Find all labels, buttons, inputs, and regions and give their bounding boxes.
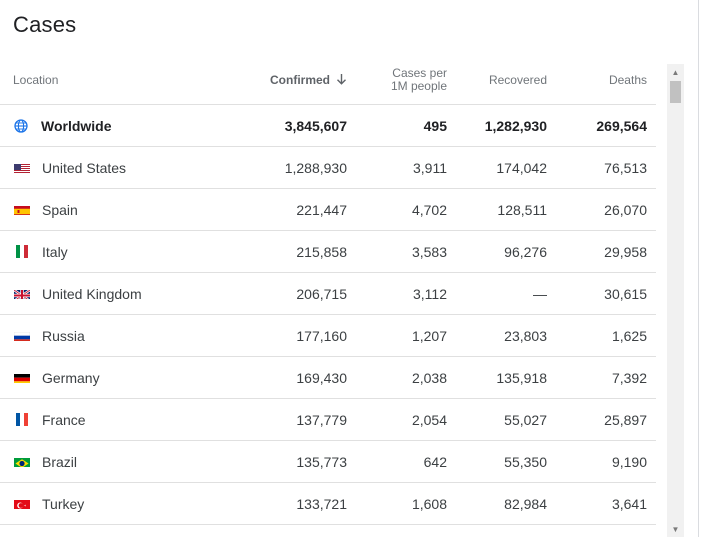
confirmed-value: 177,160 xyxy=(296,327,347,344)
flag-uk-icon xyxy=(14,288,30,299)
confirmed-value: 137,779 xyxy=(296,411,347,428)
location-name: Worldwide xyxy=(41,117,112,134)
cases-table: Location Confirmed Cases per 1M people R… xyxy=(0,56,656,525)
location-cell: Italy xyxy=(13,231,243,272)
location-cell: Worldwide xyxy=(13,105,243,146)
per-million-value: 3,583 xyxy=(411,243,447,260)
recovered-value: 55,350 xyxy=(504,453,547,470)
confirmed-value: 221,447 xyxy=(296,201,347,218)
per-million-value: 2,038 xyxy=(411,369,447,386)
table-row-germany[interactable]: Germany 169,430 2,038 135,918 7,392 xyxy=(0,357,656,399)
globe-icon xyxy=(14,118,28,133)
arrow-down-icon xyxy=(336,73,347,88)
location-name: France xyxy=(42,411,86,428)
table-row-turkey[interactable]: Turkey 133,721 1,608 82,984 3,641 xyxy=(0,483,656,525)
deaths-value: 30,615 xyxy=(604,285,647,302)
per-million-value: 3,112 xyxy=(413,285,447,302)
column-header-location[interactable]: Location xyxy=(13,73,59,87)
location-name: Brazil xyxy=(42,453,78,470)
deaths-value: 3,641 xyxy=(611,495,647,512)
location-name: Italy xyxy=(42,243,68,260)
column-header-confirmed[interactable]: Confirmed xyxy=(246,56,347,104)
column-header-cases-per-million-line1: Cases per xyxy=(392,66,447,80)
flag-italy-icon xyxy=(16,245,28,258)
confirmed-value: 133,721 xyxy=(296,495,347,512)
deaths-value: 25,897 xyxy=(604,411,647,428)
deaths-value: 76,513 xyxy=(604,159,647,176)
table-row-italy[interactable]: Italy 215,858 3,583 96,276 29,958 xyxy=(0,231,656,273)
table-row-united-states[interactable]: United States 1,288,930 3,911 174,042 76… xyxy=(0,147,656,189)
flag-us-icon xyxy=(14,162,30,173)
location-cell: Russia xyxy=(13,315,243,356)
per-million-value: 2,054 xyxy=(411,411,447,428)
flag-brazil-icon xyxy=(14,456,30,467)
deaths-value: 29,958 xyxy=(604,243,647,260)
location-name: Spain xyxy=(42,201,78,218)
location-cell: Germany xyxy=(13,357,243,398)
flag-spain-icon xyxy=(14,204,30,215)
deaths-value: 9,190 xyxy=(611,453,647,470)
confirmed-value: 215,858 xyxy=(296,243,347,260)
recovered-value: 82,984 xyxy=(504,495,547,512)
deaths-value: 1,625 xyxy=(611,327,647,344)
per-million-value: 3,911 xyxy=(413,159,447,176)
table-row-spain[interactable]: Spain 221,447 4,702 128,511 26,070 xyxy=(0,189,656,231)
scroll-up-arrow-icon[interactable]: ▲ xyxy=(671,67,680,77)
recovered-value: 96,276 xyxy=(504,243,547,260)
table-row-russia[interactable]: Russia 177,160 1,207 23,803 1,625 xyxy=(0,315,656,357)
column-header-recovered[interactable]: Recovered xyxy=(488,73,547,87)
flag-russia-icon xyxy=(14,330,30,341)
table-row-france[interactable]: France 137,779 2,054 55,027 25,897 xyxy=(0,399,656,441)
per-million-value: 1,608 xyxy=(411,495,447,512)
scrollbar[interactable]: ▲ ▼ xyxy=(667,64,684,537)
column-header-cases-per-million[interactable]: Cases per 1M people xyxy=(350,56,447,104)
column-header-deaths[interactable]: Deaths xyxy=(608,73,647,87)
recovered-value: 1,282,930 xyxy=(484,117,547,134)
deaths-value: 7,392 xyxy=(611,369,647,386)
flag-germany-icon xyxy=(14,372,30,383)
column-header-confirmed-label: Confirmed xyxy=(270,73,330,87)
scroll-down-arrow-icon[interactable]: ▼ xyxy=(671,524,680,534)
table-row-brazil[interactable]: Brazil 135,773 642 55,350 9,190 xyxy=(0,441,656,483)
recovered-value: 128,511 xyxy=(497,201,547,218)
table-header: Location Confirmed Cases per 1M people R… xyxy=(0,56,656,105)
recovered-value: 23,803 xyxy=(504,327,547,344)
confirmed-value: 206,715 xyxy=(296,285,347,302)
recovered-value: 55,027 xyxy=(504,411,547,428)
per-million-value: 495 xyxy=(423,117,447,134)
location-cell: Brazil xyxy=(13,441,243,482)
confirmed-value: 1,288,930 xyxy=(284,159,347,176)
flag-france-icon xyxy=(16,413,28,426)
flag-turkey-icon xyxy=(14,498,30,509)
deaths-value: 269,564 xyxy=(596,117,647,134)
per-million-value: 642 xyxy=(423,453,447,470)
location-cell: United States xyxy=(13,147,243,188)
column-header-cases-per-million-line2: 1M people xyxy=(390,79,447,93)
confirmed-value: 169,430 xyxy=(296,369,347,386)
location-cell: Spain xyxy=(13,189,243,230)
location-name: Turkey xyxy=(42,495,85,512)
location-name: Russia xyxy=(42,327,85,344)
deaths-value: 26,070 xyxy=(604,201,647,218)
per-million-value: 4,702 xyxy=(411,201,447,218)
per-million-value: 1,207 xyxy=(411,327,447,344)
confirmed-value: 3,845,607 xyxy=(284,117,347,134)
table-row-united-kingdom[interactable]: United Kingdom 206,715 3,112 — 30,615 xyxy=(0,273,656,315)
location-name: Germany xyxy=(42,369,100,386)
recovered-value: 174,042 xyxy=(496,159,547,176)
location-cell: Turkey xyxy=(13,483,243,524)
location-cell: United Kingdom xyxy=(13,273,243,314)
location-cell: France xyxy=(13,399,243,440)
location-name: United States xyxy=(42,159,127,176)
page-title: Cases xyxy=(13,12,77,37)
scrollbar-thumb[interactable] xyxy=(670,81,681,103)
table-row-worldwide[interactable]: Worldwide 3,845,607 495 1,282,930 269,56… xyxy=(0,105,656,147)
confirmed-value: 135,773 xyxy=(296,453,347,470)
recovered-value: — xyxy=(533,285,547,302)
recovered-value: 135,918 xyxy=(496,369,547,386)
location-name: United Kingdom xyxy=(42,285,142,302)
